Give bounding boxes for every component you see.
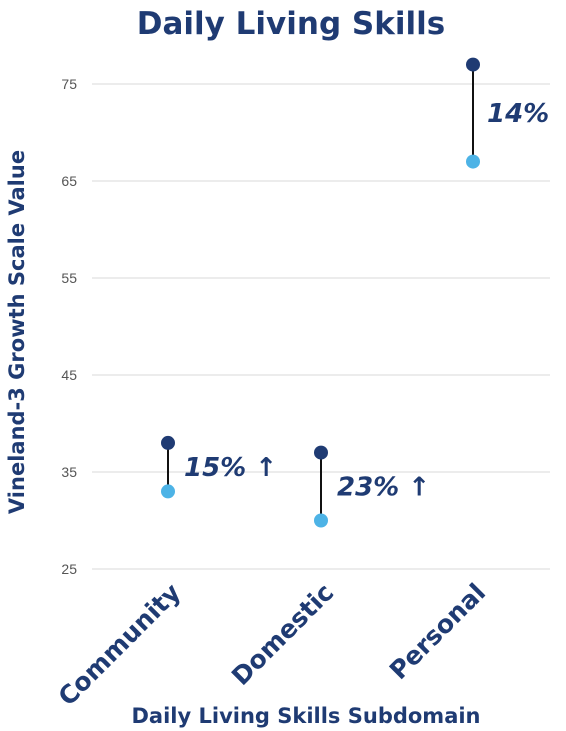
points bbox=[161, 57, 480, 528]
percent-annotation: 14% bbox=[487, 99, 549, 129]
x-tick-labels: Community Domestic Personal bbox=[53, 578, 492, 712]
annotations: 15% ↑ 23% ↑ 14% bbox=[184, 99, 549, 502]
x-tick-label: Personal bbox=[384, 578, 491, 685]
x-tick-label: Community bbox=[53, 578, 187, 712]
y-tick-label: 75 bbox=[61, 76, 77, 92]
y-tick-label: 25 bbox=[61, 561, 77, 577]
percent-annotation: 15% ↑ bbox=[184, 453, 277, 483]
point-high bbox=[466, 57, 480, 72]
y-tick-label: 45 bbox=[61, 367, 77, 383]
point-low bbox=[466, 154, 480, 169]
x-axis-label: Daily Living Skills Subdomain bbox=[131, 704, 480, 728]
point-high bbox=[161, 435, 175, 450]
percent-annotation: 23% ↑ bbox=[337, 473, 430, 503]
chart-title: Daily Living Skills bbox=[137, 6, 445, 42]
point-low bbox=[161, 484, 175, 499]
y-tick-label: 55 bbox=[61, 270, 77, 286]
point-high bbox=[314, 445, 328, 460]
y-axis-label: Vineland-3 Growth Scale Value bbox=[5, 150, 29, 514]
y-tick-label: 35 bbox=[61, 464, 77, 480]
y-tick-label: 65 bbox=[61, 173, 77, 189]
connectors bbox=[167, 64, 474, 521]
point-low bbox=[314, 513, 328, 528]
y-tick-labels: 25 35 45 55 65 75 bbox=[61, 76, 77, 577]
x-tick-label: Domestic bbox=[226, 578, 339, 691]
